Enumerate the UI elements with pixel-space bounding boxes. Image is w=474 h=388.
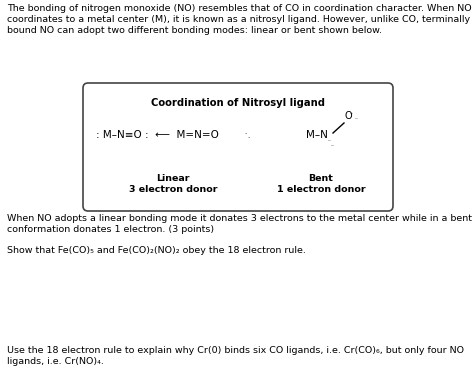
Text: bound NO can adopt two different bonding modes: linear or bent shown below.: bound NO can adopt two different bonding… [7, 26, 382, 35]
Text: coordinates to a metal center (M), it is known as a nitrosyl ligand. However, un: coordinates to a metal center (M), it is… [7, 15, 470, 24]
Text: ..: .. [327, 137, 331, 142]
FancyBboxPatch shape [83, 83, 393, 211]
Text: .: . [244, 129, 246, 135]
Text: M–N: M–N [306, 130, 328, 140]
Text: ..: .. [330, 142, 334, 147]
Text: conformation donates 1 electron. (3 points): conformation donates 1 electron. (3 poin… [7, 225, 214, 234]
Text: Coordination of Nitrosyl ligand: Coordination of Nitrosyl ligand [151, 98, 325, 108]
Text: O: O [345, 111, 353, 121]
Text: : M–N≡O :  ⟵  M=N=O: : M–N≡O : ⟵ M=N=O [96, 130, 219, 140]
Text: Linear: Linear [156, 174, 190, 183]
Text: ..: .. [349, 110, 353, 115]
Text: Bent: Bent [309, 174, 333, 183]
Text: Show that Fe(CO)₅ and Fe(CO)₂(NO)₂ obey the 18 electron rule.: Show that Fe(CO)₅ and Fe(CO)₂(NO)₂ obey … [7, 246, 306, 255]
Text: 1 electron donor: 1 electron donor [277, 185, 365, 194]
Text: ..: .. [354, 115, 358, 120]
Text: The bonding of nitrogen monoxide (NO) resembles that of CO in coordination chara: The bonding of nitrogen monoxide (NO) re… [7, 4, 472, 13]
Text: Use the 18 electron rule to explain why Cr(0) binds six CO ligands, i.e. Cr(CO)₆: Use the 18 electron rule to explain why … [7, 346, 464, 355]
Text: ligands, i.e. Cr(NO)₄.: ligands, i.e. Cr(NO)₄. [7, 357, 104, 366]
Text: 3 electron donor: 3 electron donor [129, 185, 217, 194]
Text: When NO adopts a linear bonding mode it donates 3 electrons to the metal center : When NO adopts a linear bonding mode it … [7, 214, 472, 223]
Text: .: . [247, 133, 249, 139]
